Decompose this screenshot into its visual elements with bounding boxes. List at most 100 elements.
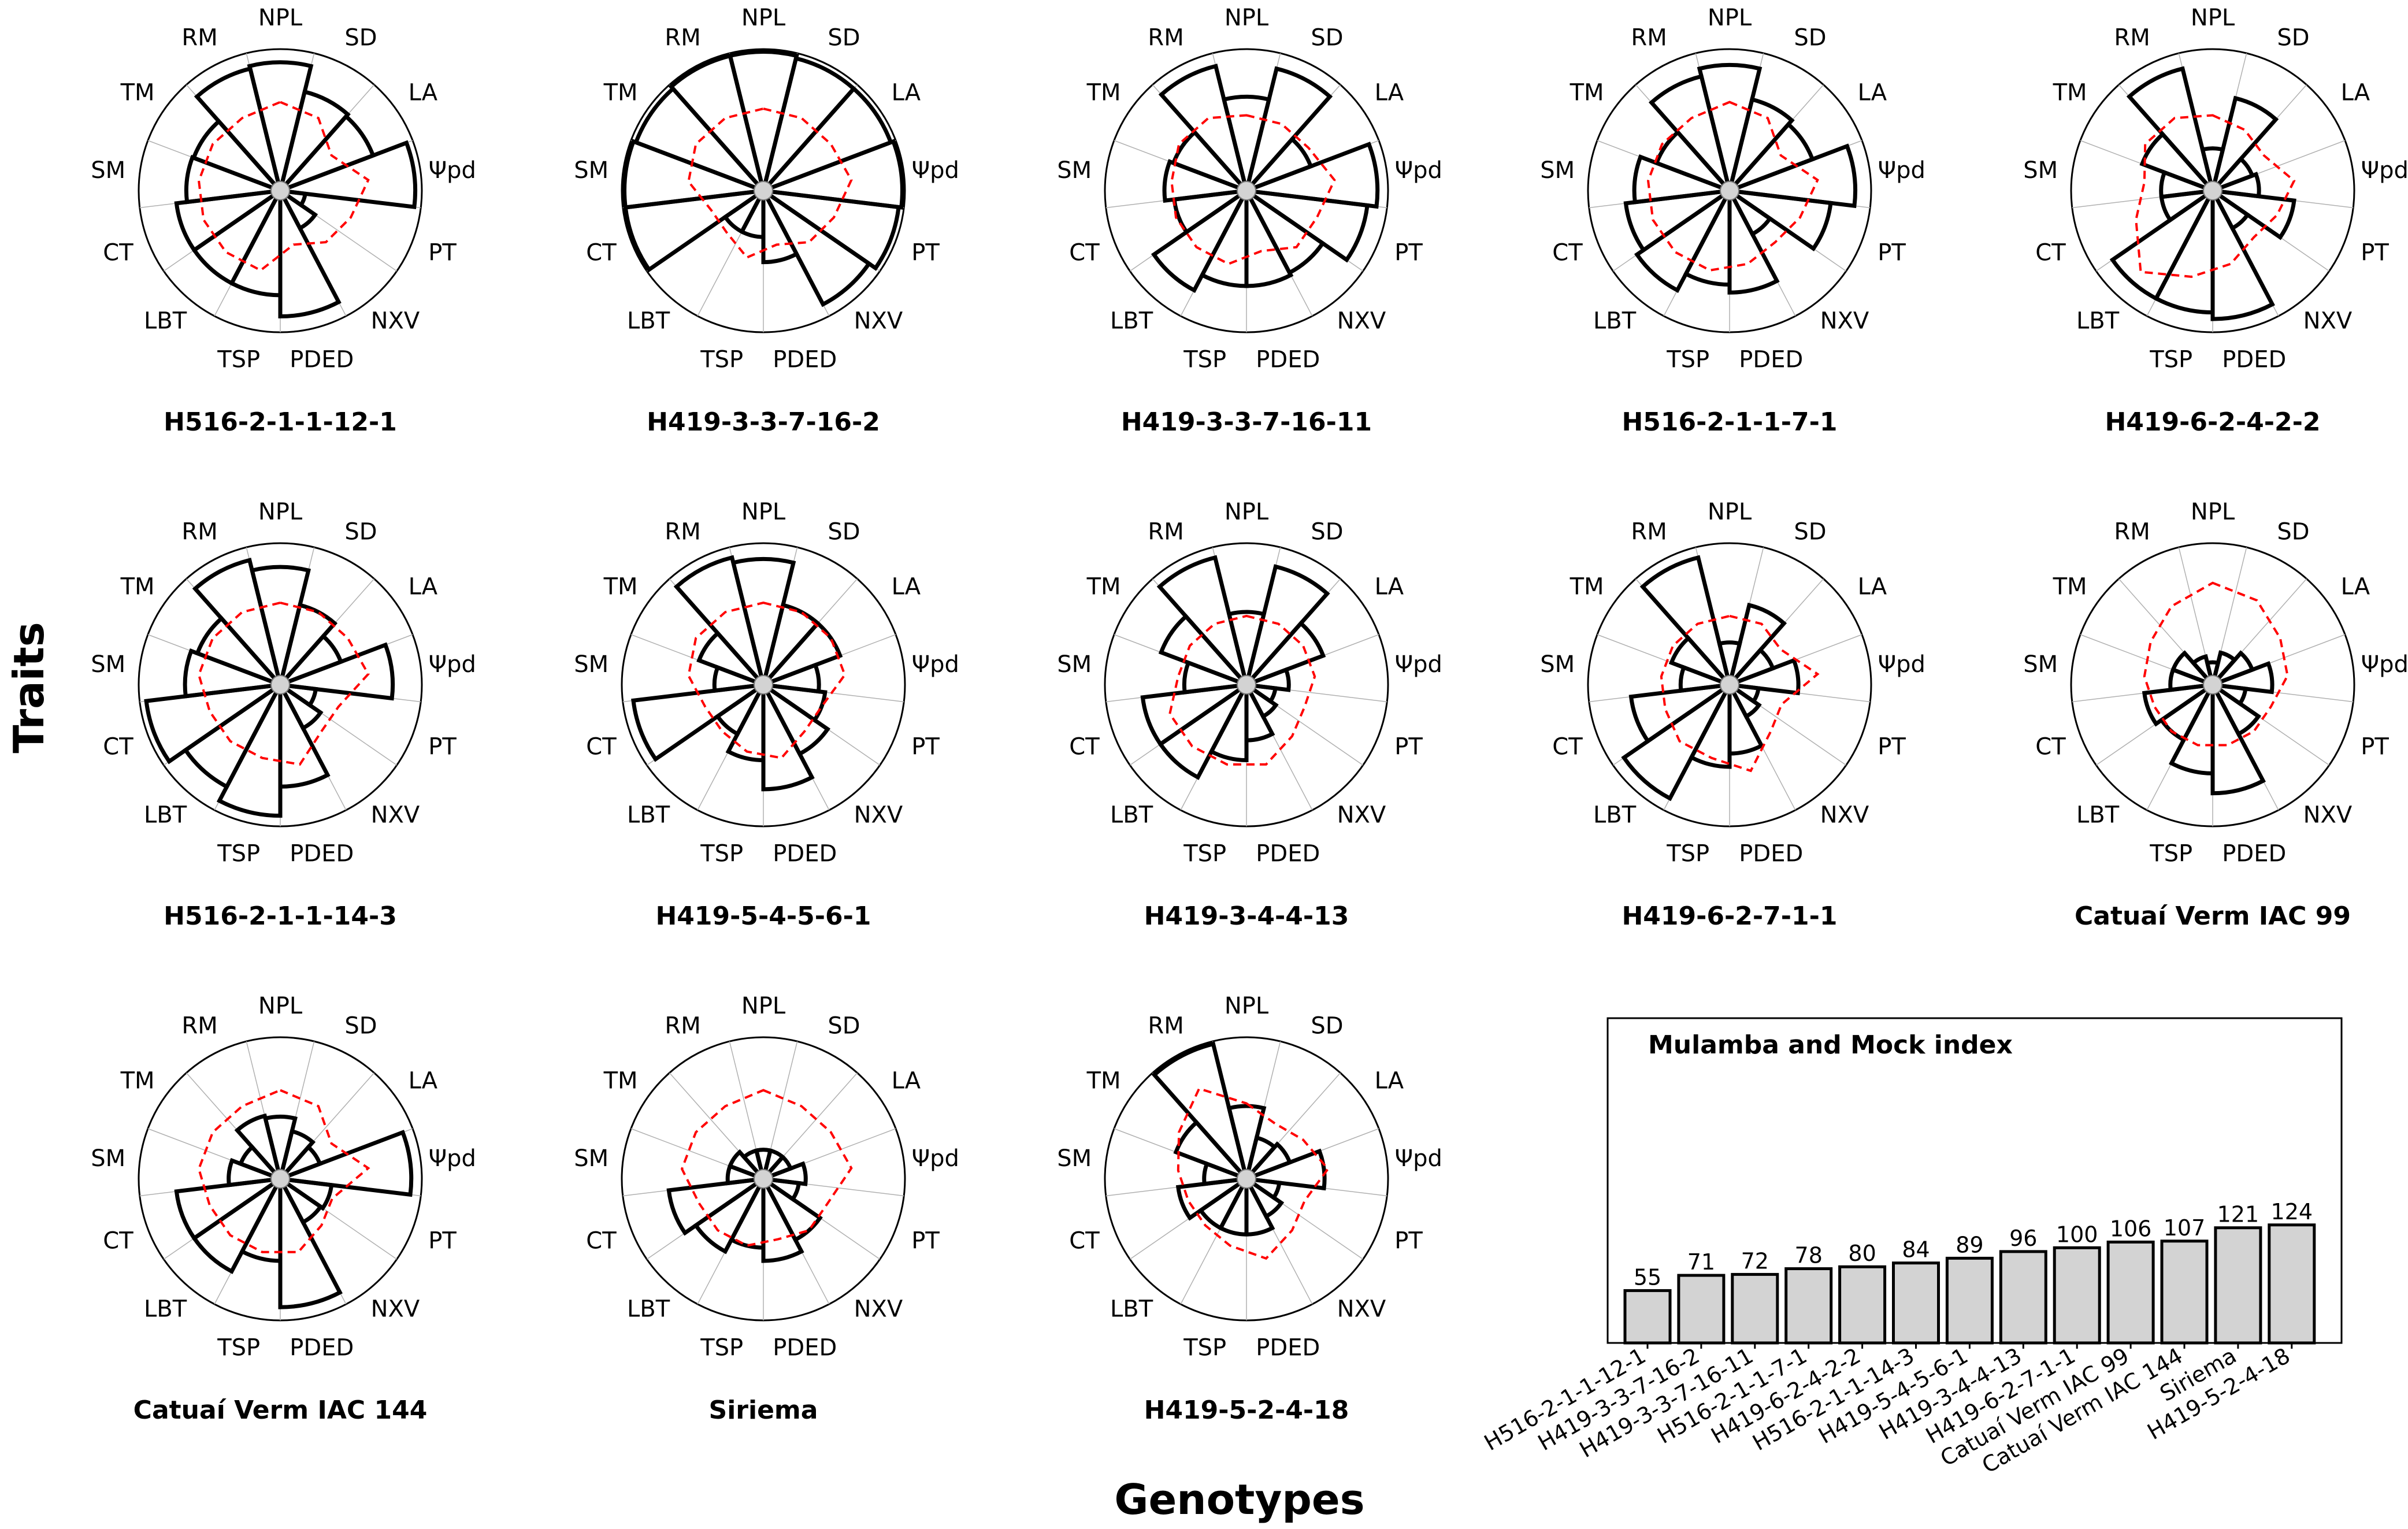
radar-bar-RM [192, 558, 283, 686]
trait-label-SM: SM [1057, 157, 1092, 184]
bar-value-label: 78 [1795, 1243, 1823, 1268]
radar-bar-RM [1158, 64, 1249, 192]
radar-bar-CT [1623, 188, 1731, 253]
trait-label-SM: SM [1057, 1145, 1092, 1172]
radar-hub [754, 1169, 773, 1189]
radar-bar-SD [1244, 66, 1333, 192]
trait-label-SD: SD [2277, 24, 2309, 51]
radar-bar-TM [2170, 650, 2214, 687]
trait-label-PDED: PDED [290, 346, 354, 373]
trait-label-Ψpd: Ψpd [429, 157, 476, 184]
trait-label-CT: CT [103, 1227, 133, 1254]
trait-label-PT: PT [1394, 733, 1423, 760]
trait-label-TSP: TSP [700, 840, 743, 867]
trait-label-SD: SD [1311, 518, 1343, 545]
trait-label-LA: LA [1375, 574, 1404, 600]
trait-label-TSP: TSP [1183, 840, 1226, 867]
trait-label-LA: LA [892, 1068, 921, 1094]
radar-bar-TSP [2168, 684, 2215, 775]
radar-bar-Ψpd [279, 1130, 414, 1197]
radar-bar-SD [278, 89, 351, 192]
radar-bar-LBT [1621, 683, 1732, 801]
trait-label-Ψpd: Ψpd [1878, 651, 1925, 678]
trait-label-LBT: LBT [627, 1296, 670, 1323]
trait-label-Ψpd: Ψpd [2361, 157, 2408, 184]
trait-label-PT: PT [1394, 239, 1423, 266]
bar-4 [1784, 1267, 1833, 1345]
trait-label-PDED: PDED [773, 1334, 837, 1361]
radar-chart-7: NPL SD LA Ψpd PT NXV PDED TSP LBT CT SM TM RM H419-5-… [574, 499, 959, 931]
bar-value-label: 89 [1956, 1232, 1983, 1257]
trait-label-PDED: PDED [1739, 346, 1803, 373]
trait-label-CT: CT [586, 733, 617, 760]
radar-bar-SD [1727, 97, 1795, 192]
trait-label-TSP: TSP [1666, 840, 1709, 867]
trait-label-NPL: NPL [741, 5, 786, 31]
trait-label-SD: SD [828, 1012, 860, 1039]
bar-11 [2160, 1239, 2209, 1345]
genotype-title: H516-2-1-1-14-3 [164, 901, 397, 931]
radar-bar-PT [762, 188, 901, 271]
trait-label-RM: RM [181, 24, 217, 51]
trait-label-RM: RM [2114, 24, 2150, 51]
radar-bar-SD [1727, 602, 1787, 686]
radar-reference-line [1647, 101, 1819, 272]
trait-label-LA: LA [1858, 574, 1887, 600]
trait-label-SM: SM [1540, 651, 1575, 678]
trait-label-RM: RM [181, 518, 217, 545]
genotype-title: Catuaí Verm IAC 144 [133, 1396, 428, 1425]
radar-bar-Ψpd [1245, 667, 1291, 692]
radar-reference-line [197, 601, 370, 766]
bar-value-label: 80 [1848, 1241, 1876, 1266]
radar-hub [1720, 181, 1739, 201]
trait-label-NXV: NXV [371, 1296, 420, 1323]
trait-label-SD: SD [344, 518, 377, 545]
trait-label-TSP: TSP [217, 840, 260, 867]
radar-bar-RM [1639, 555, 1732, 686]
radar-chart-13: NPL SD LA Ψpd PT NXV PDED TSP LBT CT SM TM RM H419-5-… [1057, 993, 1442, 1425]
radar-bar-TSP [725, 684, 766, 763]
radar-bar-RM [1151, 1041, 1249, 1181]
trait-label-LA: LA [1375, 80, 1404, 106]
trait-label-SM: SM [91, 1145, 125, 1172]
trait-label-LBT: LBT [627, 802, 670, 829]
trait-label-TM: TM [603, 80, 638, 106]
trait-label-RM: RM [1148, 518, 1183, 545]
radar-bar-PT [279, 1177, 334, 1211]
trait-label-Ψpd: Ψpd [429, 651, 476, 678]
radar-bar-PDED [761, 684, 815, 792]
trait-label-NPL: NPL [741, 993, 786, 1019]
radar-bar-Ψpd [279, 140, 418, 210]
trait-label-NPL: NPL [258, 993, 303, 1019]
trait-label-SM: SM [1540, 157, 1575, 184]
bar-value-label: 100 [2056, 1222, 2098, 1247]
trait-label-RM: RM [1631, 24, 1667, 51]
trait-label-NXV: NXV [371, 802, 420, 829]
trait-label-NXV: NXV [2303, 802, 2353, 829]
radar-chart-9: NPL SD LA Ψpd PT NXV PDED TSP LBT CT SM TM RM H419-6-… [1540, 499, 1925, 931]
trait-label-TM: TM [120, 574, 155, 600]
radar-bar-SM [622, 139, 765, 210]
trait-label-LBT: LBT [144, 1296, 187, 1323]
radar-bar-Ψpd [762, 1161, 808, 1186]
radar-bar-CT [1175, 1177, 1248, 1221]
radar-bar-Ψpd [762, 139, 904, 210]
radar-bar-LBT [2109, 189, 2215, 302]
bar-value-label: 55 [1634, 1264, 1661, 1290]
genotype-title: H419-3-3-7-16-11 [1121, 407, 1372, 437]
trait-label-NXV: NXV [371, 308, 420, 335]
trait-label-SM: SM [574, 651, 609, 678]
trait-label-RM: RM [665, 518, 700, 545]
radar-hub [1237, 1169, 1256, 1189]
trait-label-SM: SM [2023, 651, 2058, 678]
trait-label-PT: PT [428, 733, 457, 760]
trait-label-SD: SD [1794, 518, 1826, 545]
radar-chart-10: NPL SD LA Ψpd PT NXV PDED TSP LBT CT SM TM RM Catuaí … [2023, 499, 2408, 931]
trait-label-PT: PT [911, 1227, 940, 1254]
trait-label-PT: PT [428, 1227, 457, 1254]
trait-label-PDED: PDED [2222, 840, 2286, 867]
trait-label-TSP: TSP [1183, 1334, 1226, 1361]
trait-label-TM: TM [120, 80, 155, 106]
trait-label-LA: LA [1858, 80, 1887, 106]
bar-value-label: 72 [1741, 1248, 1769, 1274]
